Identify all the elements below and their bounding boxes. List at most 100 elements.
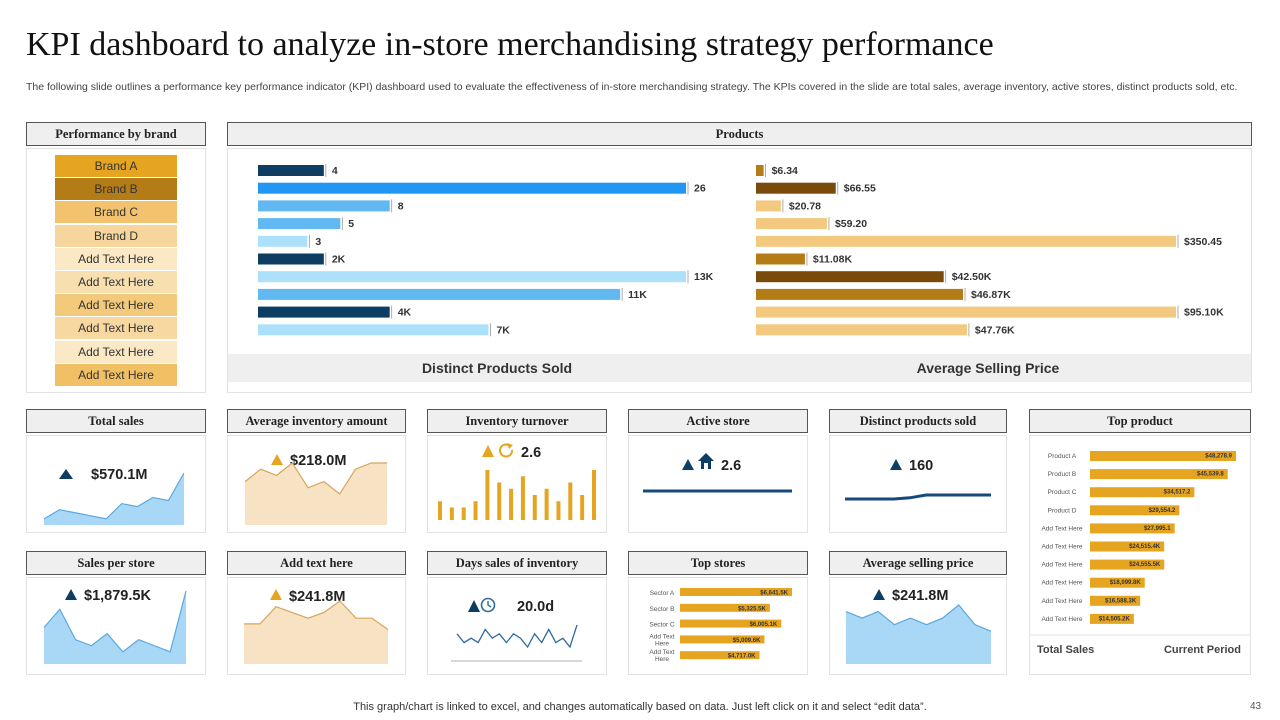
bar-value-label: $34,517.2 bbox=[1164, 490, 1191, 496]
bar-value-label: $27,995.1 bbox=[1144, 526, 1171, 532]
brand-item: Add Text Here bbox=[55, 294, 177, 317]
bar bbox=[1090, 505, 1180, 516]
bar bbox=[1090, 613, 1134, 624]
up-triangle-icon bbox=[270, 589, 282, 600]
distinct-products-value: 160 bbox=[909, 458, 933, 474]
active-store-header: Active store bbox=[628, 409, 808, 433]
area-line bbox=[43, 590, 187, 653]
area-fill bbox=[44, 473, 184, 525]
bar bbox=[1090, 451, 1236, 461]
product-bar-label: 4K bbox=[398, 307, 412, 319]
add-text-header: Add text here bbox=[227, 551, 406, 575]
brand-item: Brand C bbox=[55, 201, 177, 224]
category-label: Add Text Here bbox=[1041, 544, 1082, 551]
caption-distinct-products: Distinct Products Sold bbox=[422, 360, 572, 376]
product-bar bbox=[258, 235, 308, 247]
inventory-turnover-panel bbox=[427, 435, 607, 533]
brand-item: Add Text Here bbox=[55, 363, 177, 386]
area-line bbox=[244, 600, 389, 631]
total-sales-header: Total sales bbox=[26, 409, 206, 433]
product-bar bbox=[756, 235, 1176, 247]
bar-value-label: $29,554.2 bbox=[1149, 508, 1176, 514]
sales-per-store-header: Sales per store bbox=[26, 551, 206, 575]
inventory-turnover-value: 2.6 bbox=[521, 445, 541, 461]
bar bbox=[680, 651, 760, 660]
category-label: Sector B bbox=[650, 606, 675, 613]
product-bar bbox=[756, 306, 1176, 318]
product-bar-label: $20.78 bbox=[789, 200, 821, 212]
inventory-turnover-bars bbox=[438, 470, 596, 520]
product-bar-label: $11.08K bbox=[813, 254, 853, 266]
bar bbox=[1090, 523, 1175, 534]
days-sales-inventory-panel bbox=[427, 577, 607, 675]
top-stores-chart: Sector A $6,641.5K Sector B $5,325.5K Sector… bbox=[649, 588, 792, 663]
area-line bbox=[845, 604, 992, 632]
avg-selling-price-header: Average selling price bbox=[829, 551, 1007, 575]
product-bar bbox=[258, 288, 621, 300]
avg-inventory-panel bbox=[227, 435, 406, 533]
top-stores-header: Top stores bbox=[628, 551, 808, 575]
total-sales-panel bbox=[26, 435, 206, 533]
products-header: Products bbox=[227, 122, 1252, 146]
product-bar-label: 2K bbox=[332, 254, 346, 266]
product-bar bbox=[756, 165, 764, 176]
top-stores-panel bbox=[628, 577, 808, 675]
bar bbox=[680, 619, 782, 628]
bar-value-label: $6,005.1K bbox=[750, 622, 778, 628]
product-bar bbox=[258, 182, 686, 194]
up-triangle-icon bbox=[482, 445, 494, 457]
category-label: Add Text Here bbox=[1041, 525, 1082, 532]
turnover-bar bbox=[461, 507, 466, 520]
product-bar-label: 13K bbox=[694, 271, 714, 283]
up-triangle-icon bbox=[65, 589, 77, 600]
bar bbox=[680, 588, 792, 596]
top-product-bars: Product A $48,278.9 Product B $45,539.8 Prod… bbox=[1041, 451, 1236, 624]
category-label: Here bbox=[655, 640, 669, 647]
product-bar-label: $46.87K bbox=[971, 289, 1011, 301]
avg-selling-price-value: $241.8M bbox=[892, 588, 948, 604]
days-sales-inventory-value: 20.0d bbox=[517, 599, 554, 615]
home-icon bbox=[698, 453, 714, 469]
turnover-bar bbox=[520, 476, 525, 520]
avg-inventory-chart: $218.0M bbox=[244, 453, 387, 525]
category-label: Product C bbox=[1048, 489, 1077, 496]
product-bar-label: 8 bbox=[398, 200, 404, 212]
product-bar-label: 11K bbox=[628, 289, 647, 301]
avg-inventory-area bbox=[244, 462, 387, 525]
brand-panel bbox=[26, 148, 206, 393]
total-sales-area bbox=[43, 472, 185, 525]
brand-item: Brand D bbox=[55, 224, 177, 247]
bar bbox=[1090, 469, 1228, 480]
page-number: 43 bbox=[1250, 701, 1262, 712]
top-stores-bars: Sector A $6,641.5K Sector B $5,325.5K Sector… bbox=[649, 588, 792, 663]
area-fill bbox=[846, 605, 991, 664]
product-bar bbox=[756, 288, 963, 300]
category-label: Add Text bbox=[649, 633, 674, 640]
bar-value-label: $16,588.3K bbox=[1105, 598, 1137, 604]
sales-per-store-chart: $1,879.5K bbox=[43, 588, 187, 664]
bar bbox=[680, 635, 765, 644]
inventory-turnover-header: Inventory turnover bbox=[427, 409, 607, 433]
up-triangle-icon bbox=[59, 469, 73, 479]
bar-value-label: $48,278.9 bbox=[1205, 454, 1232, 460]
products-caption-band bbox=[228, 354, 1251, 382]
turnover-bar bbox=[485, 470, 490, 520]
add-text-chart: $241.8M bbox=[244, 589, 389, 664]
product-bar-label: $95.10K bbox=[1184, 307, 1224, 319]
category-label: Product A bbox=[1048, 453, 1077, 460]
up-triangle-icon bbox=[468, 600, 480, 612]
turnover-bar bbox=[580, 495, 585, 520]
product-bar-label: $66.55 bbox=[844, 183, 876, 195]
category-label: Add Text Here bbox=[1041, 598, 1082, 605]
refresh-icon bbox=[499, 443, 513, 458]
category-label: Sector A bbox=[650, 590, 675, 597]
bar-value-label: $6,641.5K bbox=[760, 591, 788, 597]
product-bar bbox=[258, 306, 390, 318]
product-bar-label: $59.20 bbox=[835, 218, 867, 230]
area-fill bbox=[244, 601, 388, 664]
active-store-panel bbox=[628, 435, 808, 533]
avg-selling-price-chart: $241.8M bbox=[845, 588, 992, 664]
brand-item: Add Text Here bbox=[55, 247, 177, 270]
category-label: Add Text Here bbox=[1041, 616, 1082, 623]
bar-value-label: $4,717.0K bbox=[728, 654, 756, 660]
